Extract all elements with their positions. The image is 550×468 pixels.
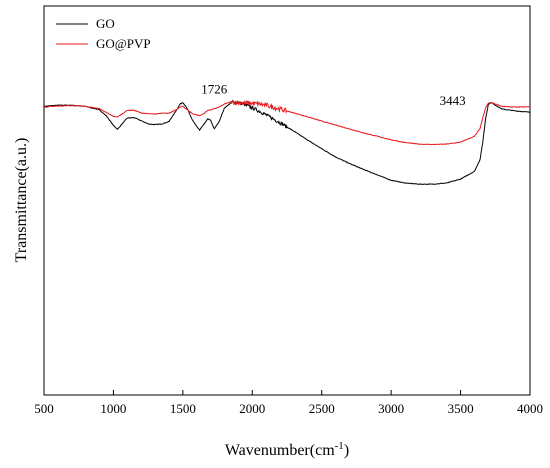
x-tick-label: 2500	[309, 401, 335, 416]
legend-label-go-pvp: GO@PVP	[96, 36, 151, 51]
legend-label-go: GO	[96, 16, 115, 31]
x-tick-label: 4000	[517, 401, 543, 416]
x-axis-title-close: )	[344, 442, 349, 459]
series-line-go	[43, 100, 531, 186]
x-tick-label: 1000	[100, 401, 126, 416]
x-axis-ticks: 500 1000 1500 2000 2500 3000 3500 4000	[34, 390, 543, 416]
x-tick-label: 3000	[378, 401, 404, 416]
peak-label: 3443	[440, 93, 466, 108]
x-axis-title-sup: -1	[335, 440, 344, 452]
x-tick-label: 500	[34, 401, 54, 416]
x-axis-title-main: Wavenumber(cm	[225, 442, 335, 459]
x-tick-label: 2000	[239, 401, 265, 416]
x-tick-label: 1500	[170, 401, 196, 416]
series-line-go-pvp	[43, 99, 531, 146]
series-lines	[43, 99, 531, 186]
peak-annotations: 1726 3443	[201, 82, 465, 108]
y-axis-title: Transmittance(a.u.)	[13, 138, 30, 263]
plot-frame	[43, 5, 531, 396]
x-axis-title: Wavenumber(cm-1)	[225, 440, 349, 459]
peak-label: 1726	[201, 82, 228, 97]
legend: GO GO@PVP	[56, 16, 151, 51]
x-tick-label: 3500	[448, 401, 474, 416]
